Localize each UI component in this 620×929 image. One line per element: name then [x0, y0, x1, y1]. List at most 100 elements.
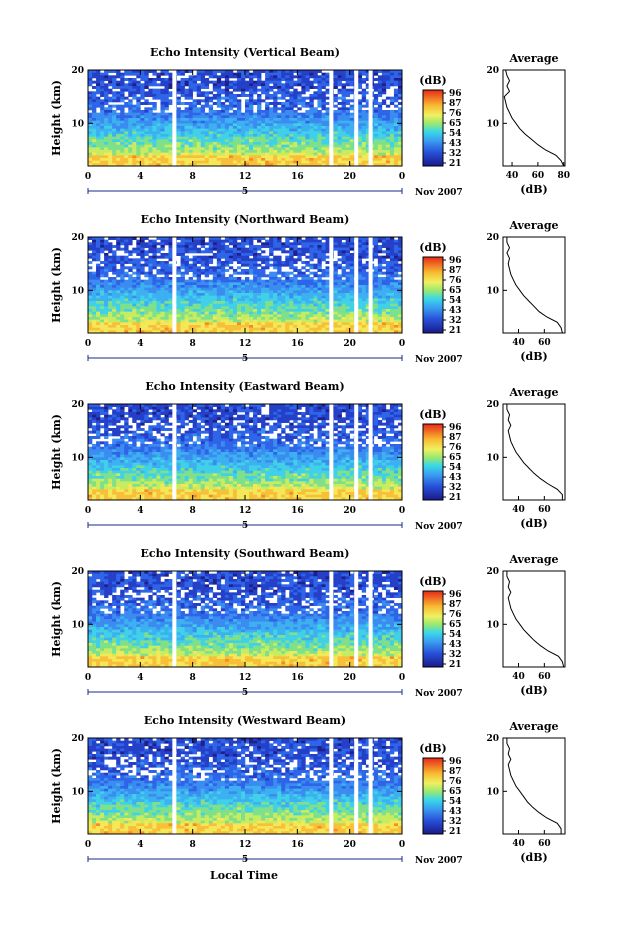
- average-frame: [502, 69, 566, 167]
- heatmap-cell: [156, 118, 161, 121]
- heatmap-cell: [108, 290, 113, 294]
- heatmap-cell: [96, 131, 101, 135]
- heatmap-cell: [208, 107, 214, 111]
- heatmap-cell: [120, 160, 125, 164]
- heatmap-cell: [212, 309, 218, 312]
- heatmap-cell: [144, 128, 149, 132]
- heatmap-cell: [228, 75, 234, 79]
- heatmap-cell: [112, 128, 117, 132]
- heatmap-cell: [389, 126, 395, 129]
- heatmap-cell: [357, 134, 363, 137]
- heatmap-cell: [289, 75, 294, 79]
- heatmap-cell: [257, 144, 262, 148]
- heatmap-cell: [273, 75, 278, 79]
- heatmap-cell: [261, 330, 266, 334]
- heatmap-cell: [204, 287, 210, 291]
- heatmap-cell: [120, 163, 125, 167]
- heatmap-cell: [240, 152, 246, 156]
- heatmap-cell: [132, 96, 137, 100]
- heatmap-cell: [269, 250, 274, 254]
- heatmap-cell: [293, 261, 298, 264]
- heatmap-cell: [361, 285, 367, 288]
- heatmap-cell: [136, 317, 141, 320]
- heatmap-cell: [112, 70, 117, 73]
- heatmap-cell: [249, 139, 254, 143]
- heatmap-cell: [397, 120, 403, 124]
- heatmap-cell: [281, 327, 286, 331]
- heatmap-cell: [313, 70, 318, 73]
- heatmap-cell: [301, 287, 306, 291]
- heatmap-cell: [208, 112, 214, 116]
- heatmap-cell: [365, 290, 371, 294]
- heatmap-cell: [124, 112, 129, 116]
- heatmap-cell: [232, 247, 238, 251]
- heatmap-cell: [240, 293, 246, 296]
- heatmap-cell: [365, 261, 371, 264]
- heatmap-cell: [216, 102, 222, 105]
- heatmap-cell: [228, 136, 234, 140]
- heatmap-cell: [377, 104, 383, 108]
- heatmap-cell: [212, 102, 218, 105]
- heatmap-cell: [192, 134, 197, 137]
- heatmap-cell: [277, 237, 282, 240]
- heatmap-cell: [317, 88, 322, 92]
- heatmap-cell: [212, 126, 218, 129]
- heatmap-cell: [140, 271, 145, 275]
- heatmap-cell: [317, 247, 322, 251]
- heatmap-cell: [236, 293, 242, 296]
- heatmap-cell: [285, 271, 290, 275]
- heatmap-cell: [289, 314, 294, 318]
- heatmap-cell: [373, 295, 379, 299]
- heatmap-cell: [216, 80, 222, 84]
- heatmap-cell: [249, 78, 254, 81]
- heatmap-cell: [184, 290, 189, 294]
- heatmap-cell: [92, 271, 97, 275]
- heatmap-cell: [361, 317, 367, 320]
- heatmap-cell: [176, 309, 181, 312]
- heatmap-cell: [333, 314, 338, 318]
- heatmap-cell: [305, 282, 310, 286]
- heatmap-cell: [365, 250, 371, 254]
- heatmap-cell: [317, 83, 322, 87]
- heatmap-cell: [277, 136, 282, 140]
- heatmap-cell: [249, 150, 254, 153]
- heatmap-cell: [128, 86, 133, 89]
- heatmap-cell: [188, 96, 193, 100]
- heatmap-cell: [273, 78, 278, 81]
- heatmap-cell: [297, 279, 302, 283]
- heatmap-cell: [281, 247, 286, 251]
- heatmap-cell: [144, 279, 149, 283]
- heatmap-cell: [148, 258, 153, 262]
- heatmap-cell: [337, 72, 342, 76]
- heatmap-cell: [88, 295, 93, 299]
- heatmap-cell: [136, 115, 141, 119]
- heatmap-cell: [128, 163, 133, 167]
- heatmap-cell: [285, 261, 290, 264]
- heatmap-cell: [333, 147, 338, 151]
- heatmap-cell: [184, 158, 189, 161]
- heatmap-cell: [168, 271, 173, 275]
- heatmap-cell: [184, 139, 189, 143]
- heatmap-cell: [236, 290, 242, 294]
- heatmap-cell: [265, 309, 270, 312]
- heatmap-cell: [245, 134, 250, 137]
- heatmap-cell: [236, 155, 242, 159]
- heatmap-cell: [180, 239, 185, 243]
- heatmap-cell: [277, 120, 282, 124]
- heatmap-cell: [281, 110, 286, 113]
- heatmap-cell: [285, 128, 290, 132]
- heatmap-cell: [136, 279, 141, 283]
- heatmap-cell: [116, 70, 121, 73]
- heatmap-cell: [124, 115, 129, 119]
- heatmap-cell: [333, 128, 338, 132]
- heatmap-cell: [289, 144, 294, 148]
- heatmap-cell: [301, 112, 306, 116]
- heatmap-cell: [365, 237, 371, 240]
- heatmap-cell: [373, 325, 379, 328]
- heatmap-cell: [180, 263, 185, 267]
- heatmap-cell: [365, 78, 371, 81]
- heatmap-cell: [128, 134, 133, 137]
- heatmap-cell: [192, 118, 197, 121]
- heatmap-cell: [100, 136, 105, 140]
- heatmap-cell: [112, 303, 117, 307]
